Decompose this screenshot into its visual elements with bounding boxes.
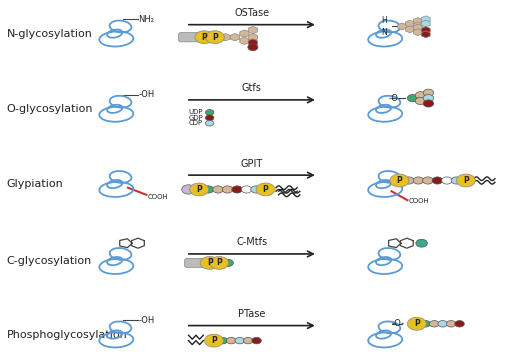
Circle shape <box>241 186 252 193</box>
Circle shape <box>206 120 214 126</box>
Circle shape <box>455 321 464 327</box>
Text: P: P <box>396 176 402 185</box>
Polygon shape <box>248 39 258 46</box>
Text: -OH: -OH <box>138 90 155 99</box>
Circle shape <box>408 317 426 330</box>
Text: UDP: UDP <box>189 109 203 116</box>
Circle shape <box>408 95 418 102</box>
Circle shape <box>441 177 452 184</box>
Circle shape <box>190 183 209 196</box>
Polygon shape <box>421 16 430 23</box>
Text: N-glycosylation: N-glycosylation <box>7 29 93 39</box>
Circle shape <box>429 321 439 327</box>
Circle shape <box>422 177 433 184</box>
Circle shape <box>423 100 434 107</box>
Text: N: N <box>381 28 386 37</box>
Circle shape <box>243 338 253 344</box>
Text: -OH: -OH <box>138 316 155 325</box>
Circle shape <box>222 186 233 193</box>
Polygon shape <box>405 20 414 27</box>
Polygon shape <box>231 34 240 41</box>
Circle shape <box>206 31 224 44</box>
Text: Glypiation: Glypiation <box>7 179 64 189</box>
Circle shape <box>226 338 236 344</box>
Text: P: P <box>212 33 218 42</box>
Polygon shape <box>421 27 430 34</box>
Circle shape <box>223 259 233 266</box>
Polygon shape <box>413 18 422 25</box>
Circle shape <box>251 186 261 193</box>
Text: GDP: GDP <box>189 115 204 121</box>
Circle shape <box>213 186 223 193</box>
Circle shape <box>456 174 475 187</box>
Polygon shape <box>248 34 258 41</box>
Circle shape <box>432 177 443 184</box>
Text: P: P <box>201 33 207 42</box>
Text: -O-: -O- <box>389 93 402 103</box>
Text: C-glycosylation: C-glycosylation <box>7 256 92 266</box>
Circle shape <box>210 256 228 269</box>
Text: CDP: CDP <box>189 120 202 126</box>
Circle shape <box>446 321 456 327</box>
Circle shape <box>200 256 219 269</box>
Text: P: P <box>211 336 217 345</box>
Circle shape <box>204 186 214 193</box>
Text: PTase: PTase <box>238 309 266 319</box>
Circle shape <box>206 115 214 121</box>
Polygon shape <box>421 31 430 38</box>
Circle shape <box>206 110 214 115</box>
Text: P: P <box>196 185 202 194</box>
Text: Phosphoglycosylation: Phosphoglycosylation <box>7 330 127 340</box>
Polygon shape <box>413 24 422 31</box>
Text: P: P <box>216 258 222 268</box>
Circle shape <box>423 95 434 102</box>
Polygon shape <box>405 26 414 33</box>
Circle shape <box>423 89 434 96</box>
Circle shape <box>205 334 223 347</box>
Text: P: P <box>263 185 268 194</box>
Circle shape <box>413 177 423 184</box>
Circle shape <box>232 186 242 193</box>
Circle shape <box>390 174 409 187</box>
Polygon shape <box>413 22 422 29</box>
Text: NH₂: NH₂ <box>138 15 154 24</box>
Polygon shape <box>413 29 422 36</box>
Text: P: P <box>414 319 420 328</box>
Text: OSTase: OSTase <box>234 8 269 18</box>
Circle shape <box>195 31 214 44</box>
Circle shape <box>182 185 196 194</box>
Polygon shape <box>421 20 430 27</box>
Circle shape <box>416 92 426 99</box>
FancyBboxPatch shape <box>179 32 204 42</box>
Circle shape <box>451 177 462 184</box>
Circle shape <box>256 183 275 196</box>
Text: -O-: -O- <box>392 319 405 328</box>
Text: COOH: COOH <box>148 193 169 200</box>
Text: P: P <box>207 258 213 268</box>
Text: O-glycosylation: O-glycosylation <box>7 104 93 114</box>
Polygon shape <box>248 26 258 34</box>
Circle shape <box>235 338 244 344</box>
Text: C-Mtfs: C-Mtfs <box>236 238 267 248</box>
Polygon shape <box>240 30 249 37</box>
Polygon shape <box>240 37 249 44</box>
FancyBboxPatch shape <box>184 258 208 268</box>
Text: COOH: COOH <box>409 198 429 204</box>
Polygon shape <box>221 34 230 41</box>
Text: Gtfs: Gtfs <box>242 83 262 93</box>
Polygon shape <box>398 23 407 30</box>
Text: P: P <box>463 176 469 185</box>
Circle shape <box>252 338 261 344</box>
Circle shape <box>218 338 227 344</box>
Text: H: H <box>381 16 386 25</box>
Circle shape <box>404 177 414 184</box>
Circle shape <box>248 44 258 51</box>
Circle shape <box>416 239 427 247</box>
Text: GPIT: GPIT <box>241 159 263 169</box>
Circle shape <box>438 321 447 327</box>
Circle shape <box>421 321 430 327</box>
Circle shape <box>416 97 426 105</box>
